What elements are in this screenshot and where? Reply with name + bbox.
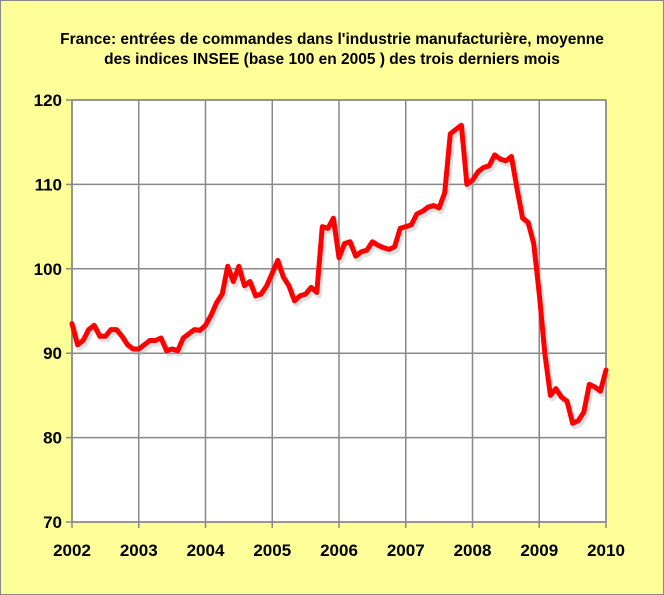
x-tick-label: 2007: [387, 541, 425, 560]
x-tick-label: 2009: [520, 541, 558, 560]
x-tick-label: 2006: [320, 541, 358, 560]
title-line-1: France: entrées de commandes dans l'indu…: [60, 31, 604, 48]
y-tick-label: 110: [35, 175, 62, 194]
series-line: [69, 122, 609, 426]
y-tick-label: 90: [43, 344, 62, 363]
x-tick-label: 2002: [53, 541, 91, 560]
plot-border: [71, 99, 607, 523]
title-line-2: des indices INSEE (base 100 en 2005 ) de…: [104, 51, 560, 68]
x-tick-label: 2003: [120, 541, 158, 560]
x-tick-label: 2004: [187, 541, 225, 560]
y-tick-label: 100: [34, 260, 62, 279]
x-tick-label: 2005: [253, 541, 291, 560]
y-tick-label: 80: [43, 429, 62, 448]
y-tick-label: 120: [34, 91, 62, 110]
chart-title: France: entrées de commandes dans l'indu…: [0, 30, 664, 70]
y-tick-label: 70: [43, 513, 62, 532]
x-tick-label: 2008: [454, 541, 492, 560]
x-tick-label: 2010: [587, 541, 625, 560]
